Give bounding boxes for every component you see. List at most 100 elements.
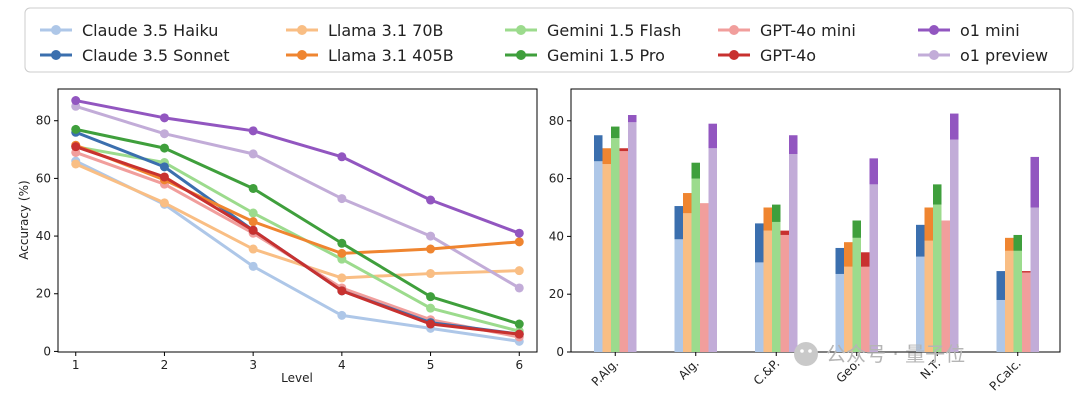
y-tick-label: 60 [36,171,51,185]
legend-entry-o1-preview: o1 preview [918,46,1048,65]
legend-entry-gemini-1-5-pro: Gemini 1.5 Pro [505,46,665,65]
bar-group-geo [835,158,878,352]
series-line [74,162,521,280]
data-point [514,283,524,293]
bar-base-llama-3-1-70b [683,213,692,352]
bar-base-o1-preview [1030,207,1039,352]
bar-base-llama-3-1-70b [924,240,933,352]
bar-base-claude-3-5-haiku [674,239,683,352]
bar-top-claude-3-5-sonnet [594,135,603,162]
legend-swatch-marker [297,50,307,60]
data-point [514,319,524,329]
data-point [248,225,258,235]
legend-label: Gemini 1.5 Pro [547,46,665,65]
line-chart-frame [57,88,538,353]
series-gemini-1-5-pro [71,124,524,329]
bar-base-gemini-1-5-flash [1013,250,1022,352]
data-point [337,273,347,283]
bar-top-gpt-4o [1022,271,1031,273]
data-point [248,126,258,136]
legend-entry-llama-3-1-405b: Llama 3.1 405B [286,46,454,65]
data-point [337,248,347,258]
legend-entry-llama-3-1-70b: Llama 3.1 70B [286,21,444,40]
bar-top-llama-3-1-405b [683,193,692,214]
y-tick-label: 80 [36,114,51,128]
legend-label: o1 mini [960,21,1020,40]
bar-base-gemini-1-5-flash [772,221,781,352]
y-tick-label: 20 [36,287,51,301]
bar-top-gpt-4o [780,230,789,235]
legend: Claude 3.5 Haiku Claude 3.5 Sonnet Llama 3… [24,7,1074,73]
bar-top-gpt-4o [861,252,870,267]
y-tick-label: 20 [549,287,564,301]
legend-label: Gemini 1.5 Flash [547,21,681,40]
bar-base-gemini-1-5-flash [852,237,861,352]
bar-top-claude-3-5-sonnet [835,247,844,274]
data-point [248,244,258,254]
data-point [514,228,524,238]
bar-base-gemini-1-5-flash [691,178,700,352]
legend-entry-claude-3-5-haiku: Claude 3.5 Haiku [40,21,218,40]
data-point [337,238,347,248]
bar-top-llama-3-1-405b [602,148,611,165]
bar-top-gemini-1-5-pro [933,184,942,205]
data-point [248,208,258,218]
line-chart: Level Accuracy (%) 0 20 40 60 80 1 2 3 4 5 6 [17,88,538,385]
series-line [74,143,521,255]
legend-entry-gemini-1-5-flash: Gemini 1.5 Flash [505,21,681,40]
data-point [337,310,347,320]
bar-base-gpt-4o-mini [941,220,950,352]
bar-top-claude-3-5-sonnet [996,271,1005,300]
bar-top-o1-mini [628,115,637,123]
bar-base-claude-3-5-haiku [755,262,764,352]
bar-top-gpt-4o [619,148,628,152]
legend-swatch-marker [929,25,939,35]
bar-base-gpt-4o-mini [861,266,870,352]
data-point [426,319,436,329]
bar-base-o1-preview [869,184,878,352]
legend-entry-gpt-4o-mini: GPT-4o mini [718,21,856,40]
category-label: Alg. [676,356,702,382]
bar-base-o1-preview [789,154,798,352]
bar-group-alg [674,123,717,352]
data-point [159,198,169,208]
series-o1-preview [71,101,524,293]
bar-chart-frame [570,88,1061,353]
series-o1-mini [71,96,524,238]
data-point [248,261,258,271]
legend-swatch-marker [516,50,526,60]
watermark-text: 公众号 · 量子位 [826,342,965,366]
bar-top-llama-3-1-405b [1005,237,1014,251]
y-tick-label: 40 [549,229,564,243]
bar-top-claude-3-5-sonnet [916,224,925,257]
bar-top-claude-3-5-sonnet [674,206,683,240]
bar-group-c-p [755,135,798,352]
bar-top-o1-mini [950,113,959,140]
bar-top-llama-3-1-405b [924,207,933,241]
y-tick-label: 80 [549,114,564,128]
bar-base-gemini-1-5-flash [611,138,620,352]
legend-swatch-marker [729,25,739,35]
data-point [71,159,81,169]
series-line [74,127,521,326]
legend-label: GPT-4o mini [760,21,856,40]
bar-top-gemini-1-5-pro [691,162,700,179]
series-line [74,150,521,339]
bar-top-gemini-1-5-pro [1013,234,1022,251]
x-tick-label: 3 [249,358,257,372]
legend-label: Llama 3.1 405B [328,46,454,65]
data-point [248,183,258,193]
bar-group-p-alg [594,115,637,352]
legend-swatch-marker [51,25,61,35]
wechat-icon-eye [808,349,812,353]
data-point [159,172,169,182]
bar-base-gemini-1-5-flash [933,204,942,352]
legend-entry-claude-3-5-sonnet: Claude 3.5 Sonnet [40,46,230,65]
data-point [159,162,169,172]
bar-top-o1-mini [1030,156,1039,208]
bar-base-gpt-4o-mini [780,234,789,352]
bar-base-gpt-4o-mini [619,151,628,352]
bar-top-gemini-1-5-pro [852,220,861,238]
series-line [74,145,521,336]
y-tick-label: 0 [556,345,564,359]
